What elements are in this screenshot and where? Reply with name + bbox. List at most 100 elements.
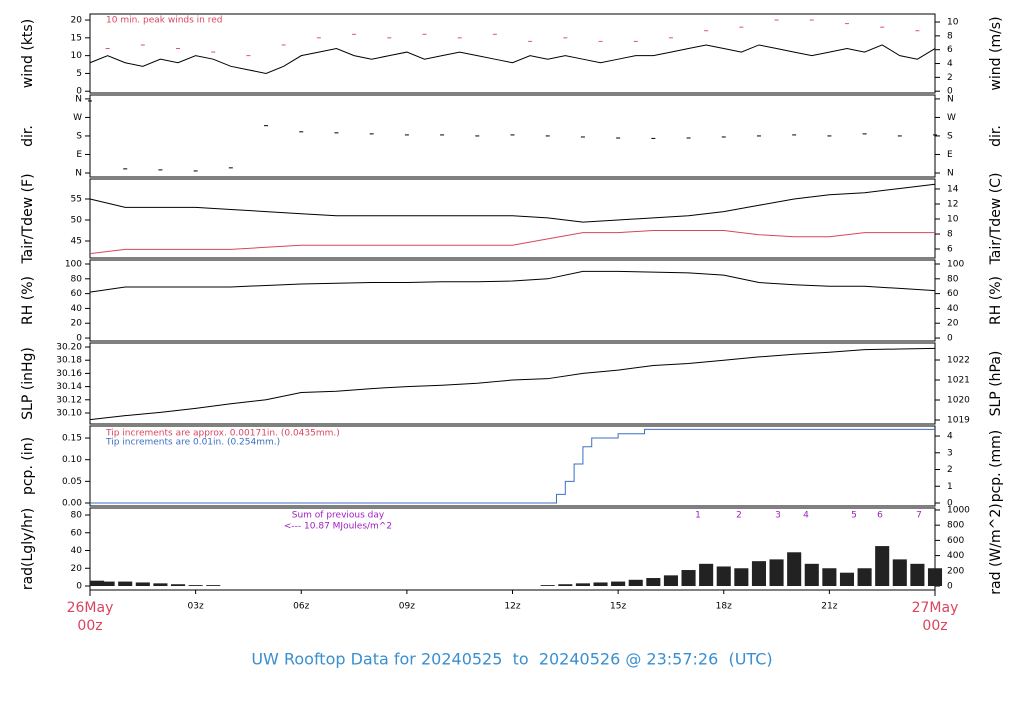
y2-tick-label: 1022 (947, 356, 970, 366)
y-tick-label: 40 (71, 546, 83, 556)
bar (769, 559, 784, 587)
bar (593, 582, 608, 587)
date-label: 26May (67, 600, 114, 616)
y-tick-label: 15 (71, 33, 82, 43)
y2-tick-label: 1021 (947, 376, 970, 386)
bar (875, 546, 890, 587)
y-tick-label: 30.18 (56, 356, 82, 366)
bar (716, 566, 731, 587)
bar (663, 575, 678, 587)
date-label: 27May (912, 600, 959, 616)
annotation: <--- 10.87 MJoules/m^2 (284, 522, 392, 532)
y2-tick-label: 1020 (947, 396, 970, 406)
peak-label: 7 (916, 511, 922, 521)
y-tick-label: 0.00 (62, 499, 82, 509)
series-line (89, 44, 936, 74)
series-line (89, 347, 936, 421)
y2-tick-label: 0 (947, 87, 953, 97)
panel-frame (89, 94, 936, 178)
y-axis-label: RH (%) (20, 276, 36, 325)
y2-tick-label: 200 (947, 566, 964, 576)
footer-title: UW Rooftop Data for 20240525 to 20240526… (251, 650, 772, 669)
peak-label: 2 (736, 511, 742, 521)
y2-tick-label: N (947, 168, 954, 178)
panel-frame (89, 178, 936, 259)
bar (611, 581, 626, 587)
y-axis-label: rad(Lgly/hr) (20, 508, 36, 590)
panel-frame (89, 13, 936, 94)
y-tick-label: N (75, 168, 82, 178)
bar (927, 568, 943, 587)
series-line (90, 428, 935, 504)
y2-tick-label: 2 (947, 465, 953, 475)
y-tick-label: 30.14 (56, 382, 82, 392)
y2-tick-label: 100 (947, 259, 964, 269)
bar (646, 578, 661, 587)
y-tick-label: E (76, 150, 82, 160)
bar (804, 563, 819, 587)
y2-tick-label: S (947, 131, 953, 141)
bar (822, 568, 837, 587)
time-label: 00z (77, 618, 102, 634)
bar (170, 584, 186, 587)
y-tick-label: 100 (65, 259, 82, 269)
bar (734, 568, 749, 587)
y-tick-label: 30.12 (56, 395, 82, 405)
y2-tick-label: 1000 (947, 505, 970, 515)
y-tick-label: 0.15 (62, 434, 82, 444)
y2-tick-label: 10 (947, 214, 959, 224)
panel-frame (89, 342, 936, 425)
y-axis-label: Tair/Tdew (F) (20, 173, 36, 264)
y2-tick-label: W (947, 113, 956, 123)
y2-axis-label: Tair/Tdew (C) (988, 173, 1004, 266)
y-axis-label: dir. (20, 125, 36, 147)
x-tick-label: 03z (188, 602, 204, 612)
y-axis-label: wind (kts) (20, 19, 36, 88)
y-tick-label: 30.10 (56, 408, 82, 418)
y2-tick-label: 0 (947, 582, 953, 592)
y-tick-label: 50 (71, 215, 83, 225)
bar (118, 581, 133, 587)
bar (575, 583, 590, 587)
y2-tick-label: 1019 (947, 416, 970, 426)
y2-tick-label: 600 (947, 536, 964, 546)
y-tick-label: 80 (71, 274, 83, 284)
y-tick-label: 0 (76, 87, 82, 97)
y2-tick-label: 400 (947, 551, 964, 561)
series-line (89, 229, 935, 255)
y2-axis-label: dir. (988, 125, 1004, 147)
y2-tick-label: 8 (947, 31, 953, 41)
y2-tick-label: 800 (947, 521, 964, 531)
bar (857, 568, 872, 587)
bar (910, 563, 925, 587)
bar (751, 561, 766, 587)
y-tick-label: 80 (71, 511, 83, 521)
y-tick-label: 30.16 (56, 369, 82, 379)
y-tick-label: S (76, 131, 82, 141)
peak-label: 5 (851, 511, 857, 521)
y2-tick-label: 40 (947, 304, 959, 314)
x-tick-label: 09z (399, 602, 415, 612)
y-tick-label: W (73, 113, 82, 123)
y2-tick-label: 80 (947, 274, 959, 284)
y2-tick-label: 4 (947, 59, 953, 69)
y2-tick-label: 4 (947, 432, 953, 442)
y-tick-label: 55 (71, 194, 82, 204)
bar (540, 585, 555, 587)
bar (681, 570, 696, 587)
y-tick-label: 40 (71, 304, 83, 314)
y2-tick-label: 6 (947, 45, 953, 55)
y2-axis-label: RH (%) (988, 276, 1004, 325)
y-axis-label: pcp. (in) (20, 437, 36, 495)
x-tick-label: 12z (504, 602, 520, 612)
peak-label: 6 (877, 511, 883, 521)
y2-tick-label: 3 (947, 448, 953, 458)
y-tick-label: 60 (71, 289, 83, 299)
annotation: Sum of previous day (292, 511, 385, 521)
y-tick-label: 10 (71, 51, 83, 61)
y2-axis-label: wind (m/s) (988, 16, 1004, 90)
bar (153, 583, 168, 587)
y-tick-label: 60 (71, 528, 83, 538)
bar (839, 572, 855, 587)
peak-label: 3 (775, 511, 781, 521)
